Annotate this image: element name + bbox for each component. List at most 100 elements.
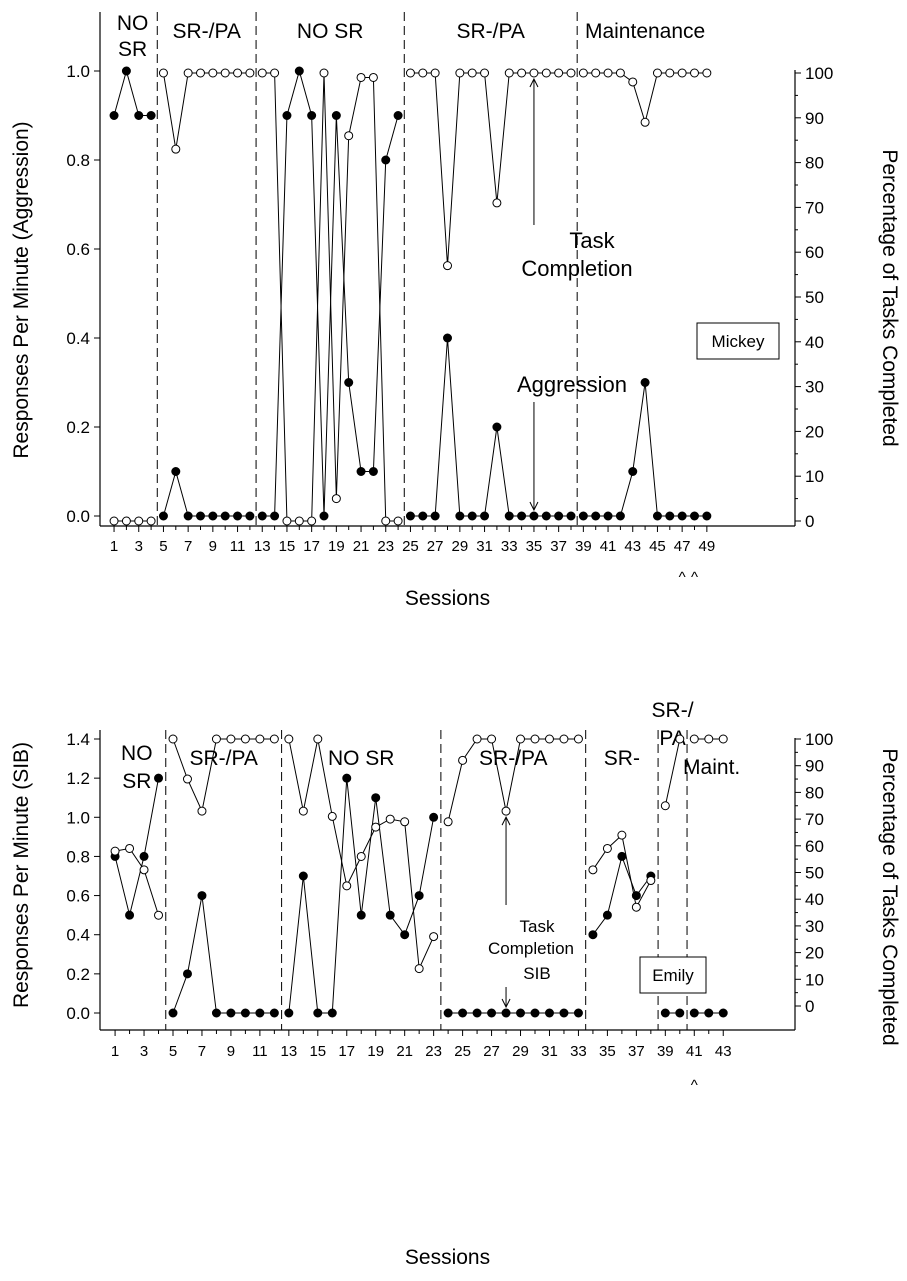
- series-line-task-completion: [447, 738, 579, 822]
- x-tick-label: 31: [476, 538, 493, 555]
- data-point-open: [487, 734, 497, 744]
- x-tick-label: 11: [252, 1043, 268, 1060]
- series-line-task-completion: [664, 738, 681, 806]
- data-point-open: [109, 516, 119, 526]
- x-tick-label: 41: [686, 1043, 703, 1060]
- data-point-open: [327, 811, 337, 821]
- annotation-arrowhead: [529, 501, 539, 512]
- phase-label: SR-/PA: [189, 747, 257, 770]
- data-point-filled: [544, 1008, 554, 1018]
- data-point-filled: [578, 511, 588, 521]
- data-point-filled: [677, 511, 687, 521]
- data-point-open: [530, 734, 540, 744]
- data-point-filled: [327, 1008, 337, 1018]
- data-point-filled: [196, 511, 205, 521]
- data-point-filled: [566, 511, 576, 521]
- data-point-open: [516, 734, 526, 744]
- data-point-open: [385, 814, 395, 824]
- right-y-tick-label: 100: [805, 730, 833, 749]
- phase-label: SR-/PA: [479, 747, 547, 770]
- data-point-filled: [182, 969, 192, 979]
- x-tick-label: 33: [570, 1043, 587, 1060]
- data-point-filled: [530, 1008, 540, 1018]
- data-point-filled: [455, 511, 465, 521]
- right-y-tick-label: 0: [805, 997, 814, 1016]
- right-y-tick-label: 30: [805, 917, 824, 936]
- right-y-tick-label: 50: [805, 864, 824, 883]
- data-point-filled: [702, 511, 712, 521]
- data-point-open: [455, 68, 465, 78]
- right-y-tick-label: 0: [805, 512, 814, 531]
- data-point-filled: [541, 511, 551, 521]
- annotation-arrowhead: [501, 998, 511, 1009]
- data-point-open: [400, 817, 410, 827]
- right-y-tick-label: 30: [805, 378, 824, 397]
- data-point-filled: [588, 930, 598, 940]
- x-tick-label: 15: [279, 538, 296, 555]
- data-point-open: [615, 68, 625, 78]
- data-point-open: [371, 822, 381, 832]
- data-point-filled: [430, 511, 440, 521]
- data-point-open: [294, 516, 304, 526]
- x-tick-label: 41: [600, 538, 617, 555]
- left-y-tick-label: 1.2: [66, 769, 90, 788]
- phase-label: NO SR: [328, 747, 395, 770]
- data-point-open: [418, 68, 428, 78]
- right-y-tick-label: 80: [805, 154, 824, 173]
- data-point-filled: [665, 511, 675, 521]
- series-line-behavior: [262, 69, 399, 517]
- series-line-behavior: [410, 337, 571, 517]
- data-point-filled: [381, 155, 391, 165]
- x-axis-title: Sessions: [405, 587, 490, 610]
- data-point-open: [492, 198, 502, 208]
- data-point-open: [168, 734, 178, 744]
- data-point-open: [220, 68, 230, 78]
- data-point-open: [257, 68, 267, 78]
- data-point-open: [578, 68, 588, 78]
- data-point-filled: [255, 1008, 265, 1018]
- data-point-open: [134, 516, 144, 526]
- data-point-filled: [718, 1008, 728, 1018]
- data-point-filled: [504, 511, 514, 521]
- right-y-axis-title: Percentage of Tasks Completed: [878, 748, 901, 1045]
- x-tick-label: 43: [624, 538, 641, 555]
- right-y-tick-label: 60: [805, 837, 824, 856]
- right-y-tick-label: 100: [805, 64, 833, 83]
- data-point-open: [718, 734, 728, 744]
- data-point-filled: [400, 930, 410, 940]
- phase-label: SR-/: [652, 699, 694, 722]
- data-point-open: [480, 68, 490, 78]
- data-point-filled: [393, 111, 403, 120]
- phase-label: Maint.: [683, 756, 740, 779]
- x-tick-label: 21: [396, 1043, 413, 1060]
- data-point-filled: [307, 111, 317, 120]
- x-tick-label: 1: [110, 538, 118, 555]
- left-y-tick-label: 0.6: [66, 240, 90, 259]
- x-tick-label: 27: [483, 1043, 500, 1060]
- x-tick-label: 5: [169, 1043, 177, 1060]
- data-point-open: [121, 516, 131, 526]
- data-point-open: [458, 755, 468, 765]
- annotation-label: SIB: [523, 964, 550, 983]
- x-tick-label: 37: [550, 538, 567, 555]
- data-point-open: [501, 806, 511, 816]
- data-point-filled: [628, 467, 638, 476]
- series-line-behavior: [583, 382, 707, 517]
- data-point-filled: [197, 891, 207, 901]
- data-point-filled: [652, 511, 662, 521]
- data-point-filled: [529, 511, 539, 521]
- data-point-open: [573, 734, 583, 744]
- data-point-open: [617, 830, 627, 840]
- data-point-filled: [472, 1008, 482, 1018]
- x-tick-label: 25: [402, 538, 419, 555]
- right-y-tick-label: 70: [805, 810, 824, 829]
- right-y-tick-label: 90: [805, 757, 824, 776]
- data-point-filled: [171, 467, 181, 476]
- data-point-open: [146, 516, 156, 526]
- data-point-open: [344, 131, 354, 141]
- data-point-filled: [418, 511, 428, 521]
- annotation-arrowhead: [529, 77, 539, 88]
- data-point-filled: [615, 511, 625, 521]
- data-point-filled: [675, 1008, 685, 1018]
- left-y-tick-label: 0.4: [66, 329, 90, 348]
